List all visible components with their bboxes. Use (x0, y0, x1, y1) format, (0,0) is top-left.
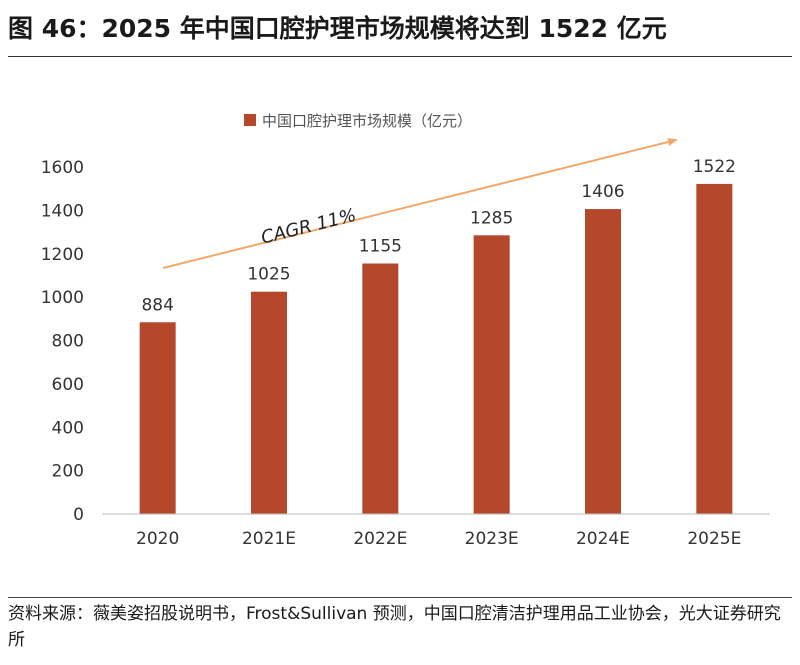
cagr-label: CAGR 11% (259, 205, 358, 249)
source-text: 薇美姿招股说明书，Frost&Sullivan 预测，中国口腔清洁护理用品工业协… (8, 604, 781, 650)
y-tick-label: 1400 (41, 201, 84, 221)
data-label: 884 (141, 295, 173, 315)
y-tick-label: 200 (52, 462, 84, 482)
title-divider (8, 56, 792, 57)
source-label: 资料来源： (8, 604, 93, 624)
y-tick-label: 400 (52, 418, 84, 438)
legend: 中国口腔护理市场规模（亿元） (244, 112, 472, 130)
data-label: 1025 (247, 265, 290, 285)
bar (585, 209, 621, 515)
data-label: 1155 (359, 237, 402, 257)
data-label: 1406 (581, 182, 624, 202)
x-tick-label: 2023E (465, 529, 519, 549)
bar (696, 183, 733, 514)
y-tick-label: 800 (52, 332, 84, 352)
legend-label: 中国口腔护理市场规模（亿元） (262, 112, 472, 130)
x-tick-label: 2020 (136, 529, 179, 549)
x-tick-label: 2025E (687, 529, 741, 549)
data-label: 1285 (470, 208, 513, 228)
y-tick-label: 1000 (41, 288, 84, 308)
bar (473, 235, 510, 515)
y-tick-label: 1200 (41, 245, 84, 265)
y-tick-label: 1600 (41, 158, 84, 178)
y-tick-label: 600 (52, 375, 84, 395)
x-axis: 2020 2021E 2022E 2023E 2024E 2025E (102, 513, 770, 549)
x-tick-label: 2022E (353, 529, 407, 549)
bars: 884 1025 1155 1285 1406 1522 (139, 157, 736, 515)
x-tick-label: 2024E (576, 529, 630, 549)
bar (139, 322, 176, 514)
bar (362, 263, 399, 514)
y-axis: 0 200 400 600 800 1000 1200 1400 1600 (41, 158, 84, 525)
x-tick-label: 2021E (242, 529, 296, 549)
y-tick-label: 0 (73, 505, 84, 525)
bar (251, 291, 287, 514)
source-divider (8, 597, 792, 598)
source-note: 资料来源：薇美姿招股说明书，Frost&Sullivan 预测，中国口腔清洁护理… (8, 601, 786, 653)
figure-title: 图 46：2025 年中国口腔护理市场规模将达到 1522 亿元 (8, 14, 667, 43)
cagr-arrow (162, 138, 678, 269)
bar-chart: 中国口腔护理市场规模（亿元） 0 200 400 600 800 1000 1200 1400… (41, 112, 770, 549)
data-label: 1522 (693, 157, 736, 177)
legend-swatch (244, 114, 256, 126)
